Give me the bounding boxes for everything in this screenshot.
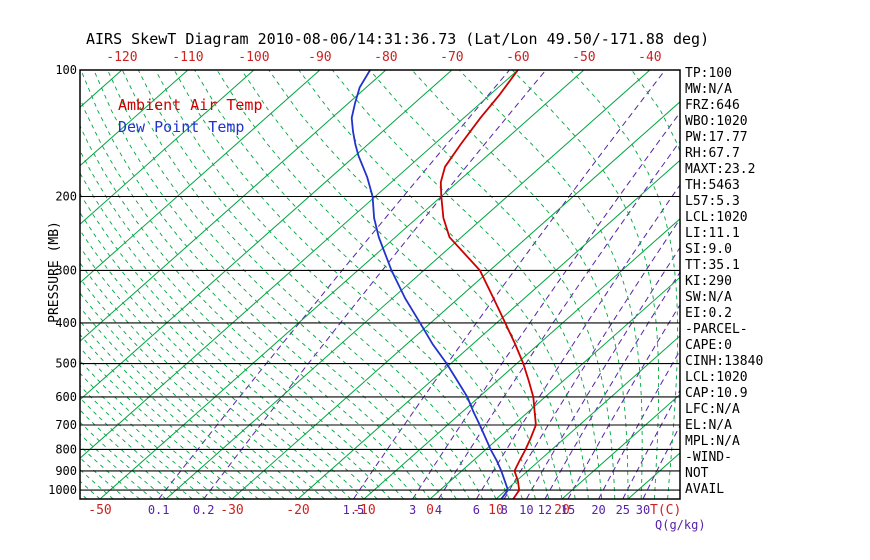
svg-text:-90: -90 xyxy=(308,50,331,65)
svg-text:PRESSURE (MB): PRESSURE (MB) xyxy=(47,221,62,323)
svg-text:8: 8 xyxy=(501,503,508,517)
isotherm-lines xyxy=(80,70,680,499)
param-line: TT:35.1 xyxy=(685,258,740,273)
svg-text:-50: -50 xyxy=(572,50,595,65)
legend-ambient-temp: Ambient Air Temp xyxy=(118,96,263,114)
svg-text:1.5: 1.5 xyxy=(343,503,365,517)
param-line: CAPE:0 xyxy=(685,338,732,353)
sounding-curves xyxy=(350,70,537,499)
axis-labels: -120 -110 -100 -90 -80 -70 -60 -50 -40-50 -30 -20-… xyxy=(47,50,706,532)
ambient-temp-curve xyxy=(439,70,537,499)
param-line: TH:5463 xyxy=(685,178,740,193)
plot-border xyxy=(79,69,681,500)
param-line: LCL:1020 xyxy=(685,370,748,385)
svg-text:300: 300 xyxy=(55,263,77,277)
svg-text:700: 700 xyxy=(55,418,77,432)
svg-text:Q(g/kg): Q(g/kg) xyxy=(655,518,706,532)
param-line: -WIND- xyxy=(685,450,732,465)
param-line: AVAIL xyxy=(685,482,725,497)
svg-text:-60: -60 xyxy=(506,50,529,65)
param-line: RH:67.7 xyxy=(685,146,740,161)
param-line: MW:N/A xyxy=(685,82,732,97)
svg-text:-30: -30 xyxy=(220,503,243,518)
param-line: CINH:13840 xyxy=(685,354,764,369)
svg-text:-20: -20 xyxy=(286,503,309,518)
param-panel: TP:100 MW:N/A FRZ:646 WBO:1020 PW:17.77 RH:67… xyxy=(685,66,763,498)
param-line: EL:N/A xyxy=(685,418,732,433)
moist-adiabat-lines xyxy=(80,70,680,499)
svg-text:20: 20 xyxy=(591,503,605,517)
svg-text:-40: -40 xyxy=(638,50,661,65)
param-line: FRZ:646 xyxy=(685,98,740,113)
svg-text:-80: -80 xyxy=(374,50,397,65)
param-line: -PARCEL- xyxy=(685,322,748,337)
svg-text:0: 0 xyxy=(426,503,434,518)
param-line: MPL:N/A xyxy=(685,434,740,449)
svg-text:1000: 1000 xyxy=(48,483,77,497)
dew-point-curve xyxy=(350,70,510,499)
svg-text:-50: -50 xyxy=(88,503,111,518)
svg-text:0.1: 0.1 xyxy=(148,503,170,517)
svg-text:10: 10 xyxy=(519,503,533,517)
svg-text:100: 100 xyxy=(55,63,77,77)
svg-text:15: 15 xyxy=(561,503,575,517)
param-line: CAP:10.9 xyxy=(685,386,748,401)
svg-text:25: 25 xyxy=(616,503,630,517)
page-title: AIRS SkewT Diagram 2010-08-06/14:31:36.7… xyxy=(86,30,710,48)
svg-text:600: 600 xyxy=(55,390,77,404)
param-line: LCL:1020 xyxy=(685,210,748,225)
param-line: LFC:N/A xyxy=(685,402,740,417)
param-line: SW:N/A xyxy=(685,290,732,305)
svg-text:800: 800 xyxy=(55,442,77,456)
svg-text:0.2: 0.2 xyxy=(193,503,215,517)
svg-text:3: 3 xyxy=(409,503,416,517)
param-line: LI:11.1 xyxy=(685,226,740,241)
svg-text:30: 30 xyxy=(636,503,650,517)
param-line: L57:5.3 xyxy=(685,194,740,209)
svg-text:-70: -70 xyxy=(440,50,463,65)
param-line: KI:290 xyxy=(685,274,732,289)
param-line: WBO:1020 xyxy=(685,114,748,129)
mixing-ratio-lines xyxy=(158,70,680,499)
svg-text:500: 500 xyxy=(55,357,77,371)
svg-text:4: 4 xyxy=(435,503,442,517)
legend-dew-point: Dew Point Temp xyxy=(118,118,245,136)
param-line: PW:17.77 xyxy=(685,130,748,145)
svg-text:6: 6 xyxy=(473,503,480,517)
svg-text:10: 10 xyxy=(488,503,504,518)
svg-text:20: 20 xyxy=(554,503,570,518)
svg-text:-100: -100 xyxy=(238,50,269,65)
svg-text:-110: -110 xyxy=(172,50,203,65)
svg-text:T(C): T(C) xyxy=(650,503,681,518)
param-line: TP:100 xyxy=(685,66,732,81)
svg-text:200: 200 xyxy=(55,189,77,203)
svg-text:12: 12 xyxy=(538,503,552,517)
param-line: NOT xyxy=(685,466,709,481)
svg-text:-120: -120 xyxy=(106,50,137,65)
svg-text:400: 400 xyxy=(55,316,77,330)
param-line: EI:0.2 xyxy=(685,306,732,321)
svg-text:-10: -10 xyxy=(352,503,375,518)
svg-text:900: 900 xyxy=(55,464,77,478)
param-line: SI:9.0 xyxy=(685,242,732,257)
param-line: MAXT:23.2 xyxy=(685,162,756,177)
